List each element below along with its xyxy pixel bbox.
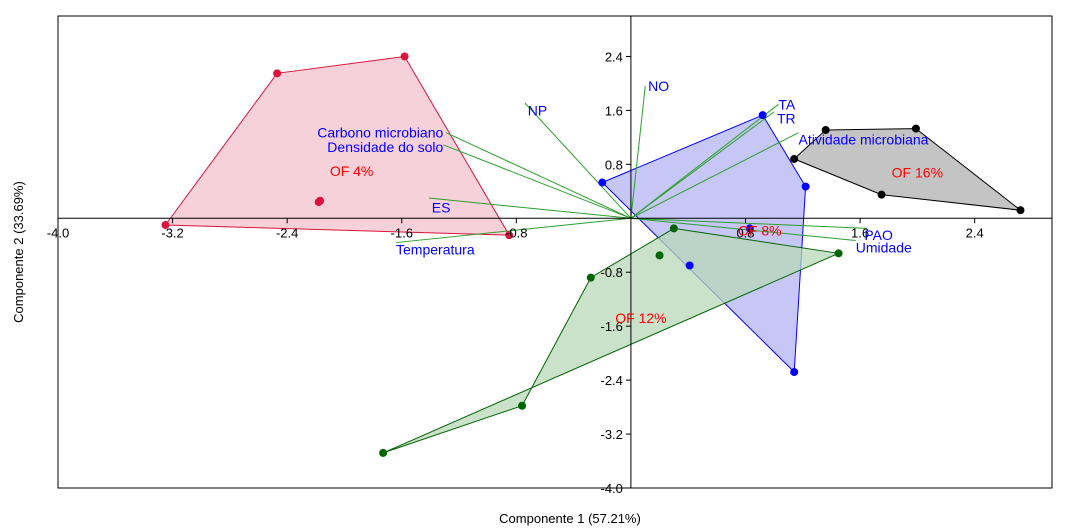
vector-label-np: NP [528,102,547,118]
vector-pao [630,217,868,229]
vector-carbono-microbiano [445,132,632,219]
vector-umidade [630,217,856,242]
vector-label-umidade: Umidade [856,239,912,255]
x-tick-label: 2.4 [966,225,984,240]
vector-label-pao: PAO [864,227,893,243]
point-of-12 [655,251,664,260]
loading-vectors [395,86,868,244]
point-of-4 [505,231,514,240]
x-tick-label: 1.6 [851,225,869,240]
y-tick-label: -1.6 [601,319,623,334]
vector-no [630,86,646,219]
group-label-of-16: OF 16% [892,164,943,180]
y-tick-label: 1.6 [605,103,623,118]
point-of-8 [598,178,607,187]
x-tick-label: -3.2 [161,225,183,240]
point-of-8 [685,261,694,270]
vector-densidade-do-solo [443,144,632,219]
plot-frame [57,15,1053,489]
group-label-of-12: OF 12% [615,310,666,326]
vector-label-ta: TA [778,96,796,112]
vector-tr [630,111,775,219]
y-axis-title: Componente 2 (33.69%) [11,181,26,323]
point-of-8 [745,224,754,233]
y-tick-label: -3.2 [601,427,623,442]
vector-label-atividade-microbiana: Atividade microbiana [798,131,928,147]
point-of-8 [801,182,810,191]
point-of-4 [400,52,409,61]
vector-label-tr: TR [777,110,796,126]
group-label-of-4: OF 4% [330,163,374,179]
x-tick-label: -2.4 [276,225,298,240]
vector-label-es: ES [432,199,451,215]
axes: -4.0 -3.2 -2.4 -1.6 -0.8 0.8 1.6 2.4 2.4 1.6 0.8 -0… [47,15,1053,496]
vector-temperatura [395,217,631,244]
point-of-8 [758,111,767,120]
y-tick-label: 0.8 [605,157,623,172]
vector-label-no: NO [648,78,669,94]
y-tick-label: -4.0 [601,481,623,496]
point-of-12 [518,401,527,410]
x-axis-title: Componente 1 (57.21%) [499,511,641,526]
vector-label-temperatura: Temperatura [396,241,475,257]
point-of-16 [911,124,920,133]
point-of-4 [273,69,282,78]
point-of-4 [161,221,170,230]
point-of-12 [669,224,678,233]
vector-ta [630,103,779,219]
hull-of-16 [793,128,1023,211]
point-of-16 [790,154,799,163]
group-label-of-8: OF 8% [738,222,782,238]
point-of-16 [877,190,886,199]
point-of-12 [834,249,843,258]
y-tick-label: 2.4 [605,49,623,64]
y-tick-label: -2.4 [601,373,623,388]
point-of-16 [821,125,830,134]
x-tick-label: 0.8 [736,225,754,240]
sample-points [161,52,1025,457]
point-of-8 [790,368,799,377]
point-of-16 [1016,206,1025,215]
group-hulls [164,55,1023,454]
y-tick-label: -0.8 [601,265,623,280]
vector-np [524,102,632,219]
point-of-12 [586,273,595,282]
hull-of-12 [382,227,841,454]
vector-atividade-microbiana [630,132,799,219]
x-tick-label: -1.6 [391,225,413,240]
vector-es [428,197,631,219]
x-tick-label: -4.0 [47,225,69,240]
vector-label-carbono-microbiano: Carbono microbiano [317,125,443,141]
vector-label-densidade-do-solo: Densidade do solo [327,139,443,155]
point-of-12 [379,448,388,457]
x-tick-label: -0.8 [505,225,527,240]
point-of-4 [314,198,323,207]
